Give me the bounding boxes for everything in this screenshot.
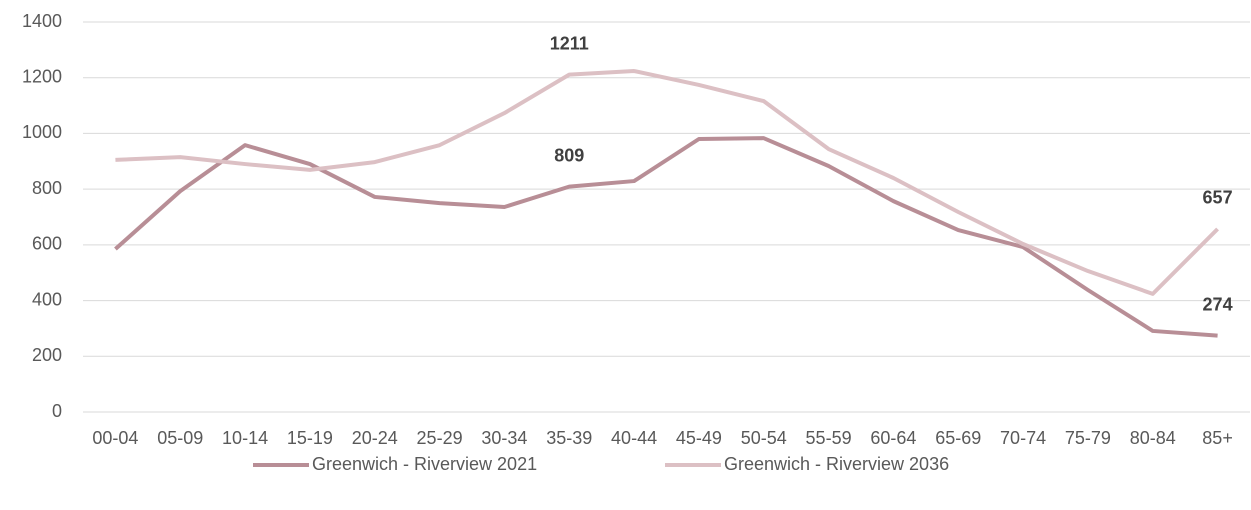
x-tick-label: 30-34 xyxy=(481,428,527,448)
data-label: 657 xyxy=(1203,188,1233,208)
x-tick-label: 00-04 xyxy=(92,428,138,448)
y-tick-label: 1200 xyxy=(22,66,62,86)
series-line xyxy=(115,69,1219,296)
data-label: 1211 xyxy=(550,33,589,53)
data-label: 809 xyxy=(554,145,584,165)
x-tick-label: 70-74 xyxy=(1000,428,1046,448)
y-tick-label: 0 xyxy=(52,401,62,421)
legend-label: Greenwich - Riverview 2021 xyxy=(312,454,537,474)
x-tick-label: 55-59 xyxy=(806,428,852,448)
data-label: 274 xyxy=(1203,294,1233,314)
x-tick-label: 15-19 xyxy=(287,428,333,448)
x-tick-label: 80-84 xyxy=(1130,428,1176,448)
x-tick-label: 60-64 xyxy=(870,428,916,448)
y-tick-label: 600 xyxy=(32,234,62,254)
x-tick-label: 65-69 xyxy=(935,428,981,448)
legend-label: Greenwich - Riverview 2036 xyxy=(724,454,949,474)
x-tick-label: 10-14 xyxy=(222,428,268,448)
x-tick-label: 40-44 xyxy=(611,428,657,448)
y-tick-label: 400 xyxy=(32,289,62,309)
x-tick-label: 25-29 xyxy=(417,428,463,448)
x-tick-label: 45-49 xyxy=(676,428,722,448)
y-tick-label: 1000 xyxy=(22,122,62,142)
y-tick-label: 1400 xyxy=(22,11,62,31)
x-tick-label: 20-24 xyxy=(352,428,398,448)
series-line xyxy=(114,136,1218,338)
y-tick-label: 200 xyxy=(32,345,62,365)
x-tick-label: 85+ xyxy=(1202,428,1233,448)
x-tick-label: 05-09 xyxy=(157,428,203,448)
y-tick-label: 800 xyxy=(32,178,62,198)
x-tick-label: 75-79 xyxy=(1065,428,1111,448)
x-tick-label: 35-39 xyxy=(546,428,592,448)
x-tick-label: 50-54 xyxy=(741,428,787,448)
